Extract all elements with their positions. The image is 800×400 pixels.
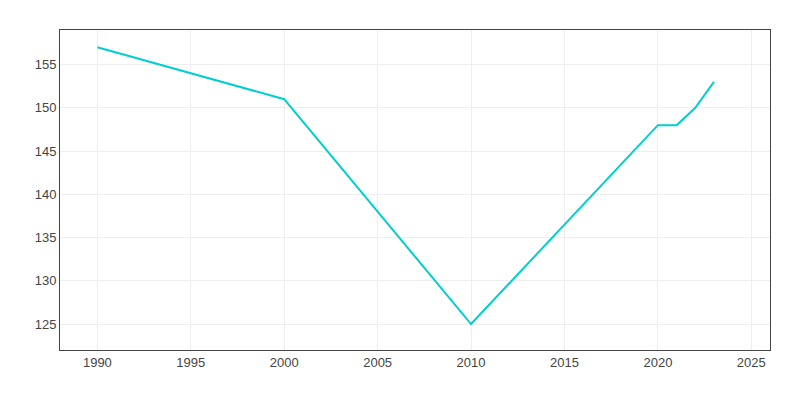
- svg-text:2015: 2015: [550, 355, 579, 370]
- svg-text:130: 130: [35, 273, 57, 288]
- svg-text:2000: 2000: [270, 355, 299, 370]
- svg-text:2005: 2005: [363, 355, 392, 370]
- svg-text:1990: 1990: [83, 355, 112, 370]
- svg-text:140: 140: [35, 187, 57, 202]
- svg-text:2025: 2025: [737, 355, 766, 370]
- svg-text:2020: 2020: [643, 355, 672, 370]
- svg-text:145: 145: [35, 144, 57, 159]
- svg-text:155: 155: [35, 57, 57, 72]
- svg-text:1995: 1995: [176, 355, 205, 370]
- svg-text:150: 150: [35, 100, 57, 115]
- svg-text:125: 125: [35, 317, 57, 332]
- svg-text:2010: 2010: [457, 355, 486, 370]
- svg-text:135: 135: [35, 230, 57, 245]
